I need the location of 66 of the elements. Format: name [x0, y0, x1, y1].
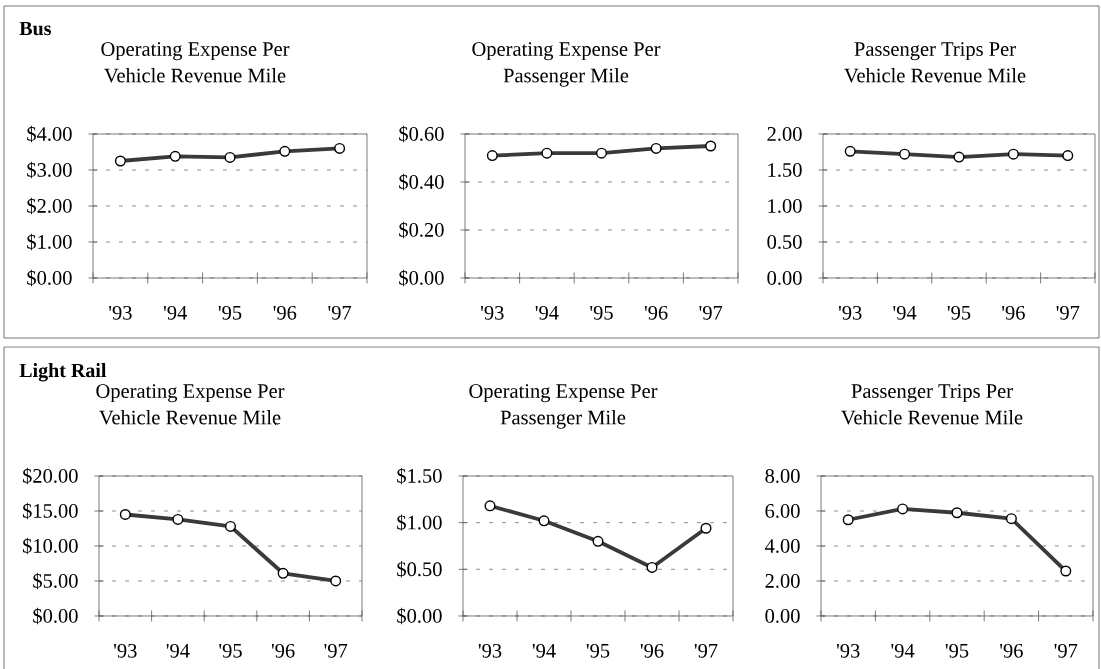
y-tick-label: $5.00: [33, 572, 78, 590]
x-tick-label: '93: [109, 305, 132, 320]
y-tick-label: $0.00: [397, 607, 442, 625]
y-tick-label: 2.00: [765, 574, 800, 588]
x-tick-label: '93: [838, 305, 862, 320]
y-tick-label: $0.40: [399, 173, 444, 191]
x-tick-label: '93: [478, 643, 502, 658]
chart-title: Passenger Trips Per Vehicle Revenue Mile: [844, 42, 1026, 83]
chart-title: Operating Expense Per Vehicle Revenue Mile: [101, 42, 290, 83]
x-tick-label: '97: [694, 643, 718, 658]
chart-title: Operating Expense Per Passenger Mile: [469, 384, 658, 429]
y-tick-label: $0.00: [33, 607, 78, 625]
y-tick-label: $15.00: [22, 502, 78, 520]
y-tick-label: $0.50: [397, 561, 442, 578]
x-tick-label: '95: [218, 305, 242, 320]
chart-title: Operating Expense Per Passenger Mile: [472, 42, 661, 87]
y-tick-label: $0.60: [399, 125, 444, 143]
y-tick-label: $2.00: [27, 197, 72, 215]
x-tick-label: '94: [166, 643, 190, 658]
x-tick-label: '96: [1002, 305, 1025, 320]
x-tick-label: '97: [1054, 643, 1078, 658]
chart-title: Operating Expense Per Vehicle Revenue Mile: [96, 384, 285, 425]
x-tick-label: '96: [273, 305, 297, 320]
x-tick-label: '95: [590, 305, 613, 320]
y-tick-label: $20.00: [22, 467, 78, 485]
x-tick-label: '95: [945, 643, 969, 658]
x-tick-label: '97: [1056, 305, 1080, 320]
y-tick-label: $4.00: [27, 125, 72, 143]
y-tick-label: $3.00: [27, 161, 72, 179]
y-tick-label: $0.00: [27, 269, 72, 287]
x-tick-label: '94: [163, 305, 187, 320]
y-tick-label: 6.00: [765, 504, 800, 518]
chart-title: Passenger Trips Per Vehicle Revenue Mile: [841, 384, 1023, 425]
y-tick-label: $0.20: [399, 221, 444, 239]
x-tick-label: '96: [1000, 643, 1023, 658]
x-tick-label: '94: [893, 305, 917, 320]
x-tick-label: '94: [532, 643, 556, 658]
y-tick-label: 8.00: [765, 469, 800, 483]
x-tick-label: '96: [271, 643, 295, 658]
y-tick-label: 0.00: [767, 271, 802, 285]
text: Bus: [19, 21, 51, 36]
y-tick-label: 0.50: [767, 235, 802, 249]
x-tick-label: '96: [644, 305, 668, 320]
y-tick-label: 4.00: [765, 539, 800, 553]
y-tick-label: $0.00: [399, 269, 444, 287]
x-tick-label: '94: [891, 643, 915, 658]
x-tick-label: '93: [481, 305, 504, 320]
x-tick-label: '97: [324, 643, 348, 658]
y-tick-label: $1.50: [397, 467, 442, 485]
x-tick-label: '95: [586, 643, 610, 658]
x-tick-label: '93: [114, 643, 137, 658]
x-tick-label: '95: [219, 643, 242, 658]
x-tick-label: '97: [699, 305, 723, 320]
x-tick-label: '93: [836, 643, 860, 658]
y-tick-label: $1.00: [27, 233, 72, 251]
x-tick-label: '97: [328, 305, 352, 320]
y-tick-label: 0.00: [765, 609, 800, 623]
x-tick-label: '96: [640, 643, 664, 658]
y-tick-label: 1.50: [768, 163, 802, 177]
x-tick-label: '95: [947, 305, 971, 320]
y-tick-label: 1.00: [768, 199, 802, 213]
y-tick-label: $1.00: [397, 514, 442, 531]
x-tick-label: '94: [535, 305, 559, 320]
y-tick-label: $10.00: [22, 537, 78, 555]
y-tick-label: 2.00: [767, 127, 802, 141]
text: Light Rail: [19, 363, 107, 382]
